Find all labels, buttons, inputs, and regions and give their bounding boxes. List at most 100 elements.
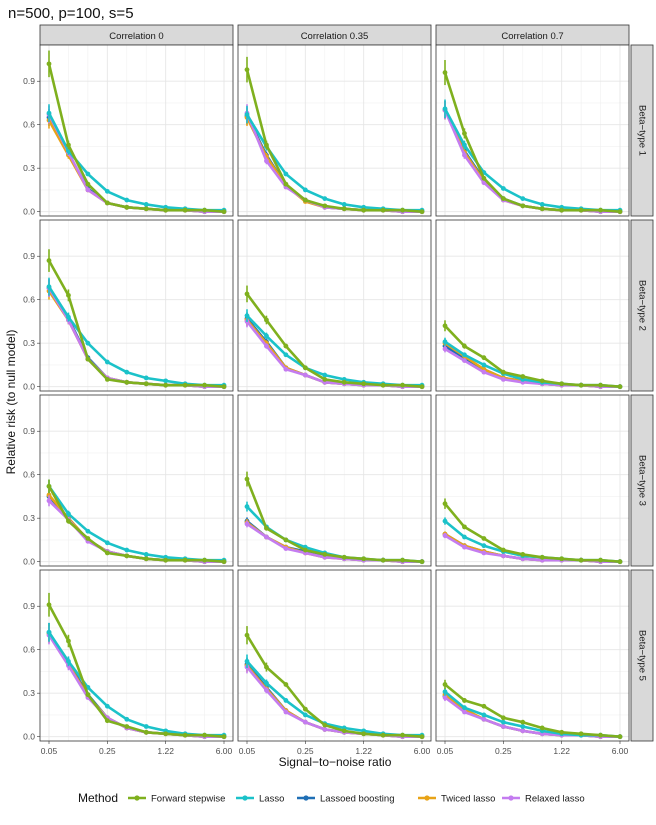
- data-point: [244, 313, 250, 319]
- data-point: [481, 536, 487, 541]
- data-point: [578, 207, 584, 213]
- panel-background: [436, 45, 629, 216]
- data-point: [520, 374, 526, 379]
- data-point: [400, 557, 405, 563]
- data-point: [302, 719, 308, 725]
- data-point: [462, 534, 467, 540]
- data-point: [302, 712, 308, 718]
- data-point: [302, 365, 308, 371]
- x-tick-label: 6.00: [414, 746, 431, 756]
- data-point: [322, 727, 328, 732]
- data-point: [442, 695, 448, 700]
- data-point: [104, 550, 110, 556]
- x-tick-label: 6.00: [216, 746, 233, 756]
- data-point: [361, 731, 367, 737]
- series-line-forward-stepwise: [444, 324, 621, 388]
- y-tick-label: 0.6: [23, 120, 35, 130]
- data-point: [462, 352, 467, 358]
- data-point: [264, 343, 269, 349]
- panel-background: [40, 220, 233, 391]
- data-point: [442, 346, 448, 352]
- data-point: [539, 725, 545, 731]
- data-point: [46, 498, 52, 504]
- facet-panel: [39, 219, 234, 392]
- panel-border: [39, 569, 234, 742]
- data-point: [481, 369, 487, 375]
- column-strip-label: Correlation 0.35: [301, 31, 369, 42]
- x-tick-label: 6.00: [612, 746, 629, 756]
- facet-panel: [435, 219, 630, 392]
- data-point: [66, 658, 71, 664]
- data-point: [481, 550, 487, 556]
- data-point: [163, 731, 169, 737]
- data-point: [520, 728, 526, 734]
- data-point: [520, 724, 526, 729]
- data-point: [442, 533, 448, 538]
- y-tick-label: 0.3: [23, 163, 35, 173]
- data-point: [66, 518, 71, 524]
- data-point: [598, 207, 603, 213]
- panel-background: [40, 570, 233, 741]
- legend-item: Lassoed boosting: [297, 794, 394, 805]
- legend-label: Lasso: [259, 794, 284, 805]
- series-line-forward-stepwise: [443, 72, 621, 213]
- data-point: [104, 377, 110, 382]
- data-point: [539, 206, 545, 212]
- data-point: [442, 689, 448, 695]
- data-point: [361, 556, 367, 562]
- data-point: [419, 209, 425, 215]
- data-point: [559, 729, 565, 735]
- series-line-forward-stepwise: [444, 502, 621, 563]
- data-point: [598, 382, 603, 388]
- data-point: [361, 381, 367, 387]
- series-line-forward-stepwise: [47, 485, 225, 563]
- legend-item: Forward stepwise: [128, 794, 225, 805]
- facet-panel: [435, 394, 630, 567]
- data-point: [264, 525, 269, 531]
- row-strip: [630, 394, 654, 567]
- data-point: [46, 284, 52, 290]
- data-point: [578, 731, 584, 737]
- panel-border: [39, 44, 234, 217]
- data-point: [380, 557, 386, 563]
- x-tick-label: 0.05: [239, 746, 256, 756]
- data-point: [302, 547, 308, 553]
- data-point: [559, 381, 565, 387]
- data-point: [124, 204, 130, 210]
- data-point: [182, 207, 188, 213]
- data-point: [85, 536, 91, 541]
- data-point: [462, 130, 467, 136]
- data-point: [182, 382, 188, 388]
- data-point: [400, 732, 405, 738]
- data-point: [104, 703, 110, 709]
- data-point: [143, 206, 149, 212]
- panel-border: [237, 44, 432, 217]
- data-point: [46, 602, 52, 608]
- data-point: [302, 372, 308, 378]
- data-point: [66, 511, 71, 517]
- series-line-forward-stepwise: [444, 683, 621, 738]
- data-point: [380, 732, 386, 738]
- data-point: [481, 543, 487, 549]
- data-point: [617, 209, 623, 215]
- data-point: [341, 379, 347, 385]
- legend-item: Twiced lasso: [418, 794, 495, 805]
- panel-background: [238, 45, 431, 216]
- data-point: [46, 483, 52, 489]
- data-point: [66, 142, 71, 148]
- series-line-forward-stepwise: [245, 478, 423, 563]
- data-point: [85, 340, 91, 346]
- panel-background: [436, 220, 629, 391]
- data-point: [244, 67, 250, 73]
- panel-border: [435, 44, 630, 217]
- data-point: [322, 196, 328, 202]
- data-point: [283, 537, 289, 543]
- data-point: [520, 552, 526, 557]
- data-point: [617, 734, 623, 740]
- x-axis-label: Signal−to−noise ratio: [279, 755, 392, 769]
- data-point: [163, 382, 169, 388]
- data-point: [143, 375, 149, 381]
- data-point: [481, 355, 487, 361]
- data-point: [462, 544, 467, 550]
